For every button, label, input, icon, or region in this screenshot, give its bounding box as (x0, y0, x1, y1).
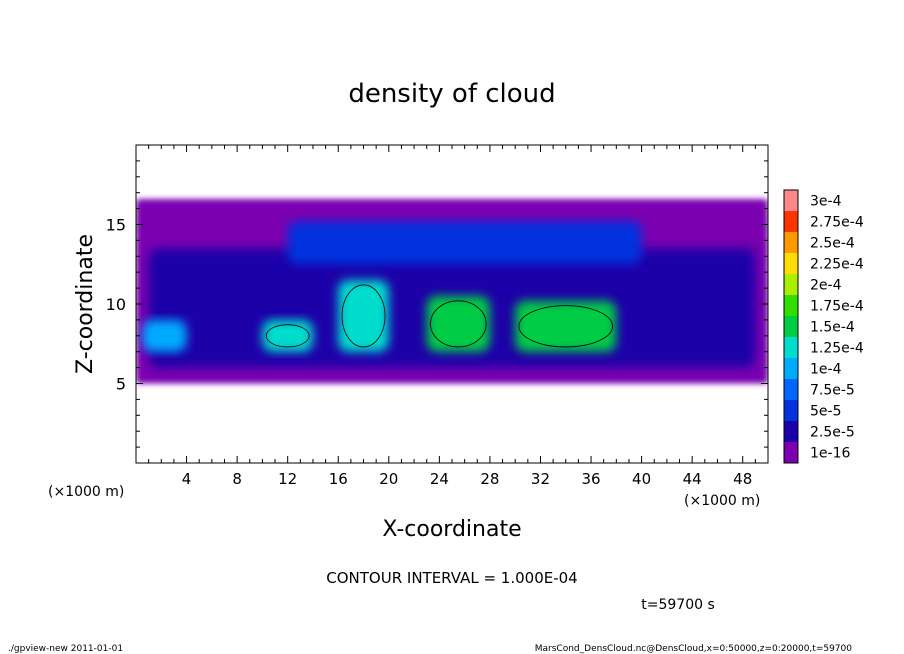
colorbar-label: 1.75e-4 (810, 299, 864, 315)
colorbar-label: 7.5e-5 (810, 383, 855, 399)
footer-left: ./gpview-new 2011-01-01 (8, 644, 123, 654)
x-axis-unit-label-right: (×1000 m) (684, 493, 760, 509)
x-tick-label: 16 (329, 470, 348, 488)
cloud-density-field (136, 199, 768, 384)
colorbar-swatch (784, 379, 798, 400)
colorbar-swatch (784, 337, 798, 358)
x-tick-label: 4 (182, 470, 192, 488)
x-tick-label: 48 (733, 470, 752, 488)
density-region-7 (426, 296, 490, 352)
colorbar-swatch (784, 316, 798, 337)
time-label: t=59700 s (641, 597, 715, 613)
contour-interval-label: CONTOUR INTERVAL = 1.000E-04 (326, 569, 577, 587)
footer-right: MarsCond_DensCloud.nc@DensCloud,x=0:5000… (535, 644, 852, 654)
x-axis-label: X-coordinate (382, 517, 521, 542)
x-tick-label: 40 (632, 470, 651, 488)
contour-line-4 (518, 305, 613, 348)
contour-lines (265, 284, 613, 348)
colorbar-swatch (784, 442, 798, 463)
x-tick-label: 32 (531, 470, 550, 488)
colorbar-label: 2.25e-4 (810, 257, 864, 273)
x-tick-label: 12 (278, 470, 297, 488)
colorbar-swatch (784, 421, 798, 442)
x-tick-label: 28 (480, 470, 499, 488)
density-region-3 (287, 221, 642, 265)
density-region-8 (515, 300, 617, 352)
colorbar-label: 1.5e-4 (810, 320, 855, 336)
y-axis-ticks: 5 10 15 (106, 160, 768, 448)
x-axis-unit-label-left: (×1000 m) (48, 484, 124, 500)
colorbar-swatch (784, 190, 798, 211)
contour-line-3 (430, 300, 487, 348)
colorbar-swatch (784, 400, 798, 421)
density-region-6 (338, 280, 389, 352)
colorbar-label: 1e-16 (810, 446, 850, 462)
colorbar-label: 5e-5 (810, 404, 841, 420)
x-tick-label: 8 (232, 470, 242, 488)
density-region-4 (142, 319, 187, 352)
density-region-5 (262, 319, 313, 352)
colorbar-label: 1.25e-4 (810, 341, 864, 357)
colorbar-swatch (784, 274, 798, 295)
colorbar-swatch (784, 295, 798, 316)
x-tick-label: 44 (683, 470, 702, 488)
colorbar-label: 2.5e-5 (810, 425, 855, 441)
colorbar-swatch (784, 232, 798, 253)
colorbar-swatch (784, 253, 798, 274)
x-tick-label: 20 (379, 470, 398, 488)
y-tick-label: 10 (106, 295, 126, 314)
colorbar-label: 2.5e-4 (810, 236, 855, 252)
colorbar-swatch (784, 211, 798, 232)
x-axis-ticks: 4 8 12 16 20 24 28 32 36 40 44 48 (148, 145, 756, 488)
colorbar: 1e-16 2.5e-5 5e-5 7.5e-5 1e-4 1.25e-4 1.5e-4 1.… (783, 189, 864, 464)
colorbar-swatch (784, 358, 798, 379)
x-tick-label: 36 (581, 470, 600, 488)
x-tick-label: 24 (430, 470, 449, 488)
colorbar-label: 1e-4 (810, 362, 842, 378)
chart-title: density of cloud (348, 79, 555, 109)
y-tick-label: 5 (116, 375, 126, 394)
y-axis-label: Z-coordinate (73, 234, 98, 374)
contour-line-1 (265, 324, 310, 348)
y-tick-label: 15 (106, 216, 126, 235)
colorbar-label: 2e-4 (810, 278, 842, 294)
colorbar-label: 3e-4 (810, 194, 842, 210)
colorbar-label: 2.75e-4 (810, 215, 864, 231)
colorbar-frame (783, 189, 799, 464)
contour-line-2 (341, 284, 386, 348)
